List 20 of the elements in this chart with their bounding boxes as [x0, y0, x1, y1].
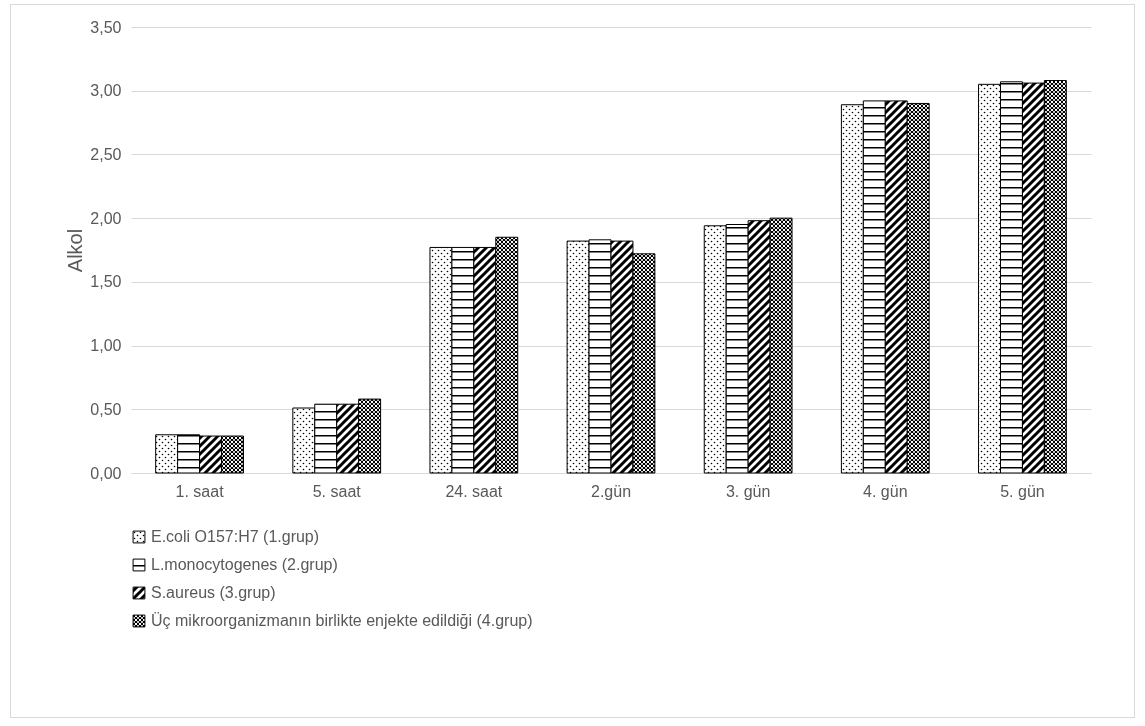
legend-label: E.coli O157:H7 (1.grup) [151, 528, 320, 545]
x-tick-label: 4. gün [863, 482, 908, 500]
y-tick-label: 0,50 [90, 400, 122, 418]
x-tick-label: 5. saat [312, 482, 362, 500]
x-tick-label: 2.gün [590, 482, 632, 500]
x-tick-label: 1. saat [175, 482, 225, 500]
y-tick-label: 1,50 [90, 273, 122, 291]
y-tick-label: 0,00 [90, 464, 122, 482]
y-tick-label: 2,50 [90, 145, 122, 163]
legend-label: Üç mikroorganizmanın birlikte enjekte edildiği (4.grup) [151, 612, 533, 629]
x-tick-label: 5. gün [1000, 482, 1045, 500]
y-tick-label: 3,00 [90, 82, 122, 100]
legend-label: S.aureus (3.grup) [151, 584, 276, 601]
y-tick-label: 3,50 [90, 18, 122, 36]
y-tick-label: 2,00 [90, 209, 122, 227]
y-tick-label: 1,00 [90, 337, 122, 355]
x-tick-label: 3. gün [725, 482, 771, 500]
legend-label: L.monocytogenes (2.grup) [151, 556, 338, 573]
y-axis-title: Alkol [64, 228, 87, 273]
x-tick-label: 24. saat [445, 482, 503, 500]
